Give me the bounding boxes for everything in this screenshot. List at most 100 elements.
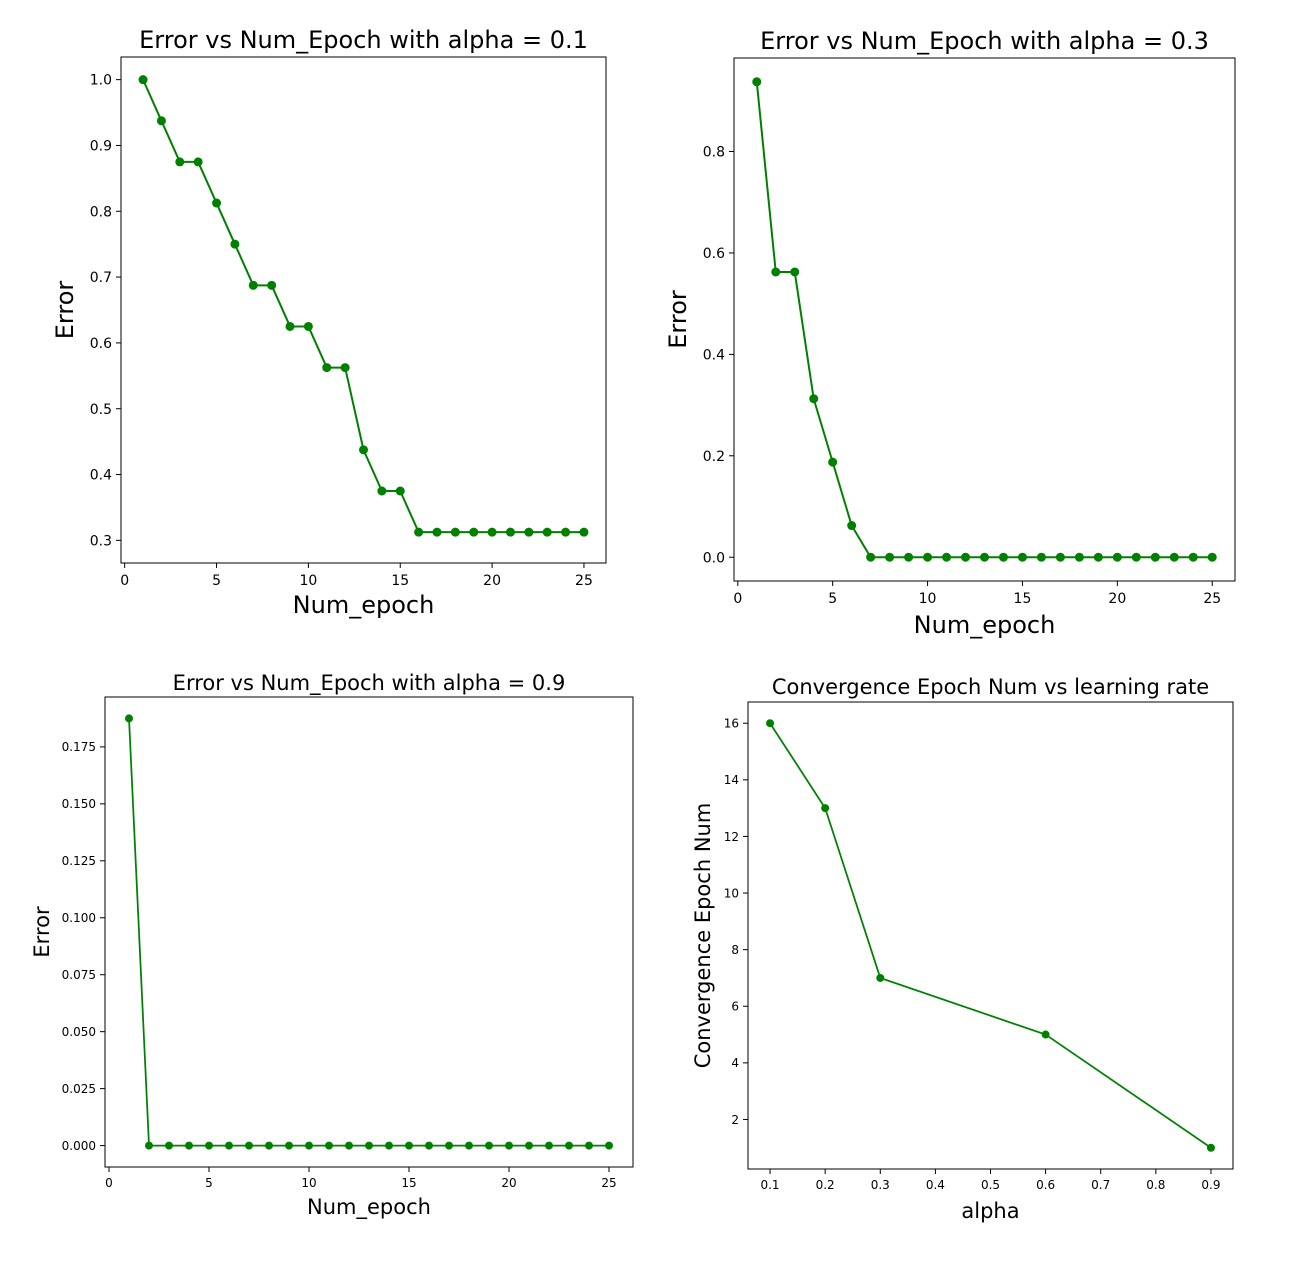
data-point [385,1141,393,1150]
data-point [225,1141,233,1150]
y-tick-label: 0.2 [703,449,725,465]
x-tick-label: 0.1 [760,1178,779,1192]
data-point [485,1141,493,1150]
x-tick-label: 5 [828,591,837,607]
axes-frame [733,57,1236,582]
data-point [876,973,885,982]
data-point [450,527,460,537]
x-tick-label: 10 [919,591,937,607]
x-tick-label: 0.9 [1201,1178,1220,1192]
data-point [942,552,952,562]
data-point [445,1141,453,1150]
data-point [487,527,497,537]
data-point [1150,552,1160,562]
data-point [505,1141,513,1150]
data-point [1188,552,1198,562]
data-point [1131,552,1141,562]
data-point [1112,552,1122,562]
data-point [465,1141,473,1150]
data-point [145,1141,153,1150]
x-tick-label: 20 [483,573,501,589]
data-point [847,521,857,531]
data-point [193,157,203,167]
chart-2: Error vs Num_Epoch with alpha = 0.3 0 5 10 1… [664,27,1236,639]
data-point [771,267,781,277]
y-tick-label: 8 [731,943,739,957]
data-point [469,527,479,537]
y-tick-label: 0.5 [90,402,112,418]
data-point [565,1141,573,1150]
data-point [923,552,933,562]
data-point [267,280,277,290]
x-tick-label: 20 [501,1176,516,1190]
data-point [1206,1143,1215,1152]
chart-title: Error vs Num_Epoch with alpha = 0.9 [173,671,566,696]
data-point [904,552,914,562]
axes-frame [747,701,1234,1170]
data-point [766,719,775,728]
chart-title: Error vs Num_Epoch with alpha = 0.3 [760,27,1209,55]
data-point [265,1141,273,1150]
chart-1: Error vs Num_Epoch with alpha = 0.1 0 5 10 1… [51,26,607,619]
x-tick-label: 0.5 [981,1178,1000,1192]
y-tick-label: 0.4 [703,347,725,363]
chart-title: Error vs Num_Epoch with alpha = 0.1 [139,26,588,54]
x-tick-label: 20 [1108,591,1126,607]
data-point [1036,552,1046,562]
y-axis-label: Error [664,290,692,349]
chart-4: Convergence Epoch Num vs learning rate 0.… [691,675,1234,1223]
x-tick-label: 25 [1203,591,1221,607]
data-point [585,1141,593,1150]
x-tick-label: 0.6 [1036,1178,1055,1192]
series-line [755,81,1213,559]
data-point [245,1141,253,1150]
y-tick-label: 12 [724,830,739,844]
data-point [542,527,552,537]
data-point [1074,552,1084,562]
y-tick-label: 0.050 [62,1025,96,1039]
y-tick-label: 4 [731,1056,739,1070]
x-tick-label: 0.2 [816,1178,835,1192]
x-tick-label: 0.3 [871,1178,890,1192]
data-point [359,445,368,455]
x-axis-label: Num_epoch [293,591,435,619]
data-point [425,1141,433,1150]
series-line [128,718,609,1147]
data-point [432,527,442,537]
data-point [322,363,332,373]
data-point [405,1141,413,1150]
data-point [185,1141,193,1150]
y-axis-label: Convergence Epoch Num [691,803,715,1069]
data-point [395,486,405,496]
x-tick-label: 10 [301,1176,316,1190]
x-tick-label: 5 [205,1176,213,1190]
series-line [142,79,584,534]
data-point [561,527,571,537]
y-tick-label: 6 [731,1000,739,1014]
x-tick-label: 0.8 [1146,1178,1165,1192]
data-point [340,363,350,373]
data-point [809,394,819,404]
data-point [1017,552,1027,562]
x-tick-label: 25 [601,1176,616,1190]
y-axis-label: Error [30,906,54,958]
x-tick-label: 0 [105,1176,113,1190]
data-point [248,280,258,290]
axes-frame [104,696,634,1168]
y-tick-label: 14 [724,773,739,787]
y-tick-label: 0.8 [703,145,725,161]
data-point [303,321,313,331]
y-tick-label: 0.075 [62,968,96,982]
x-tick-label: 15 [1014,591,1032,607]
x-tick-label: 15 [391,573,409,589]
data-point [790,267,800,277]
y-tick-label: 10 [724,886,739,900]
data-point [1055,552,1065,562]
x-tick-label: 0 [120,573,129,589]
data-point [1041,1030,1050,1039]
x-axis-label: Num_epoch [914,611,1056,639]
y-tick-label: 0.3 [90,533,112,549]
data-point [377,486,387,496]
y-tick-label: 0.150 [62,797,96,811]
